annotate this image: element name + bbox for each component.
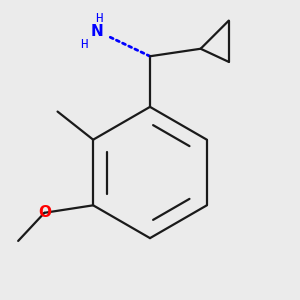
Text: N: N xyxy=(91,24,104,39)
Text: H: H xyxy=(96,12,103,25)
Text: O: O xyxy=(38,205,51,220)
Text: H: H xyxy=(81,38,88,52)
